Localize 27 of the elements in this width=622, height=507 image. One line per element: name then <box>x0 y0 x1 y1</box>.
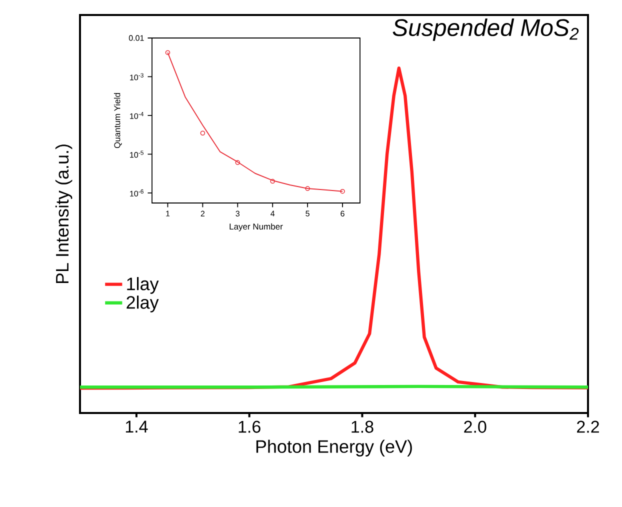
y-tick-label: 10$^{-6}$ <box>130 189 144 196</box>
y-tick-label: 10$^{-5}$ <box>130 150 144 158</box>
x-tick-label: 4 <box>270 210 275 216</box>
text: Suspended MoS$_{2}$ <box>392 18 579 41</box>
y-axis-title: PL Intensity (a.u.) <box>55 144 72 284</box>
y-tick-label: 10$^{-4}$ <box>130 112 144 119</box>
point <box>270 178 276 184</box>
x-tick-label: 3 <box>236 210 240 216</box>
x-tick-label: 2 <box>200 210 205 216</box>
point <box>200 130 206 136</box>
x-tick-label: 2.2 <box>577 420 599 433</box>
y-tick-label: 0.01 <box>128 35 144 41</box>
x-tick-label: 1 <box>166 210 170 216</box>
y-axis-title: Quantum Yield <box>114 93 122 148</box>
x-axis-title: Layer Number <box>230 223 283 232</box>
x-tick-label: 1.8 <box>352 420 374 433</box>
x-tick-label: 5 <box>306 210 310 216</box>
x-tick-label: 1.6 <box>238 420 260 433</box>
point <box>235 160 240 165</box>
point <box>305 186 310 191</box>
x-axis-title: Photon Energy (eV) <box>256 440 412 456</box>
legend-label: 2lay <box>126 296 159 312</box>
x-tick-label: 1.4 <box>126 420 148 432</box>
x-tick-label: 2.0 <box>464 420 486 433</box>
x-tick-label: 6 <box>340 210 344 216</box>
y-tick-label: 10$^{-3}$ <box>130 73 144 80</box>
legend-label: 1lay <box>127 277 159 294</box>
